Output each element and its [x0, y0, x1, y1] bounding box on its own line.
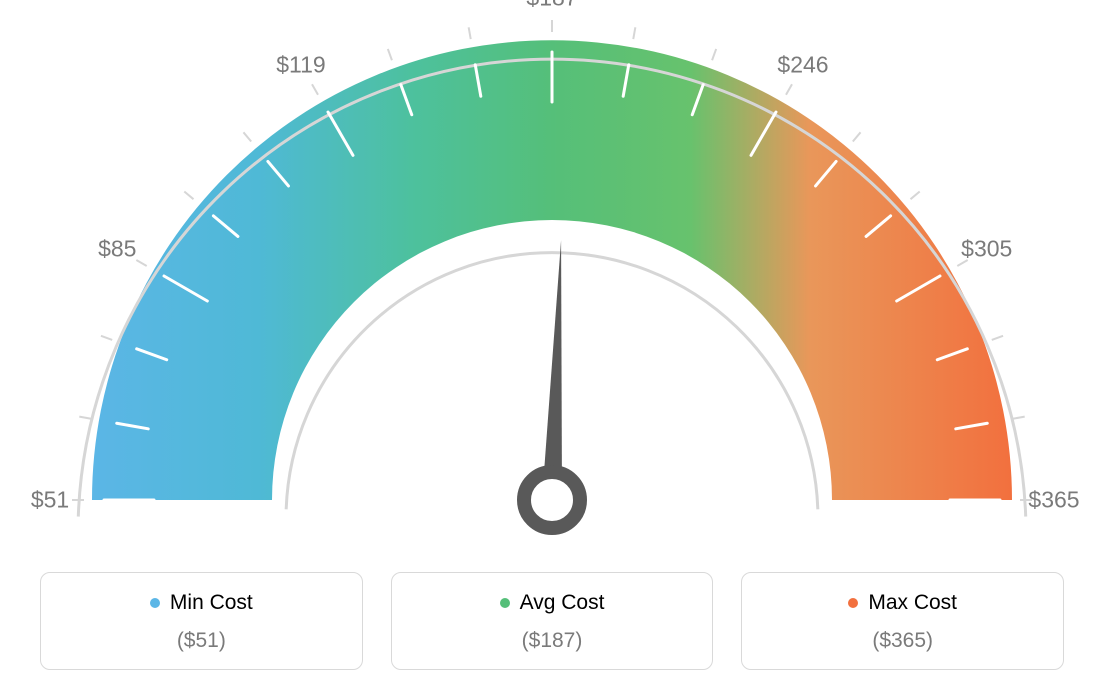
gauge-svg [0, 0, 1104, 540]
gauge-tick-label: $85 [98, 236, 136, 263]
legend-dot-avg [500, 598, 510, 608]
gauge-tick-label: $246 [777, 52, 828, 79]
legend-value-min: ($51) [51, 629, 352, 653]
legend-title-avg: Avg Cost [500, 591, 605, 615]
gauge-tick-label: $305 [961, 236, 1012, 263]
legend-label-min: Min Cost [170, 591, 253, 615]
legend-value-max: ($365) [752, 629, 1053, 653]
legend-dot-min [150, 598, 160, 608]
legend-card-max: Max Cost ($365) [741, 572, 1064, 670]
gauge-chart: $51 $85 $119 $187 $246 $305 $365 [0, 0, 1104, 540]
legend-card-avg: Avg Cost ($187) [391, 572, 714, 670]
legend-label-max: Max Cost [868, 591, 957, 615]
legend-value-avg: ($187) [402, 629, 703, 653]
gauge-tick-label: $51 [31, 487, 69, 514]
legend-title-max: Max Cost [848, 591, 957, 615]
gauge-tick-label: $119 [276, 52, 325, 79]
legend-card-min: Min Cost ($51) [40, 572, 363, 670]
legend-label-avg: Avg Cost [520, 591, 605, 615]
gauge-tick-label: $365 [1028, 487, 1079, 514]
legend-row: Min Cost ($51) Avg Cost ($187) Max Cost … [40, 572, 1064, 670]
legend-dot-max [848, 598, 858, 608]
gauge-tick-label: $187 [526, 0, 577, 12]
legend-title-min: Min Cost [150, 591, 253, 615]
